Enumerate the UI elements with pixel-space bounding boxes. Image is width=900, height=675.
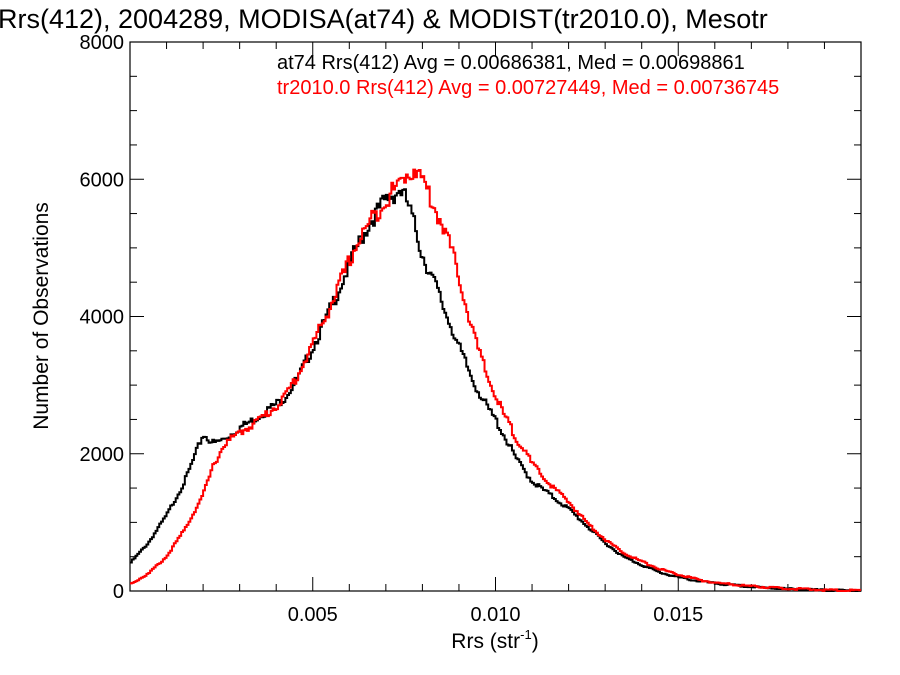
series-lines: [130, 168, 861, 592]
y-tick-label: 2000: [80, 444, 125, 466]
axis-ticks: [130, 41, 861, 592]
y-tick-label: 4000: [80, 307, 125, 329]
legend: at74 Rrs(412) Avg = 0.00686381, Med = 0.…: [277, 52, 779, 99]
x-axis-label-superscript: -1: [520, 627, 532, 642]
x-tick-label: 0.010: [470, 604, 520, 626]
x-axis-label-text: Rrs (str: [451, 630, 520, 653]
x-tick-label: 0.005: [288, 604, 338, 626]
series-line-at74: [130, 188, 861, 592]
plot-frame: [129, 41, 862, 592]
y-tick-label: 6000: [80, 169, 125, 191]
chart-title: Rrs(412), 2004289, MODISA(at74) & MODIST…: [0, 4, 768, 34]
series-line-tr2010-0: [130, 168, 861, 592]
y-tick-label: 8000: [80, 32, 125, 54]
x-axis-label-close: ): [532, 630, 539, 653]
x-axis-label: Rrs (str-1): [451, 627, 538, 653]
y-axis-label: Number of Observations: [30, 202, 53, 430]
axis-tick-labels: 0 2000 4000 6000 8000 0.005 0.010 0.015: [80, 32, 704, 626]
y-tick-label: 0: [113, 581, 124, 603]
legend-entry: at74 Rrs(412) Avg = 0.00686381, Med = 0.…: [277, 52, 745, 74]
x-tick-label: 0.015: [653, 604, 703, 626]
legend-entry: tr2010.0 Rrs(412) Avg = 0.00727449, Med …: [277, 77, 779, 99]
